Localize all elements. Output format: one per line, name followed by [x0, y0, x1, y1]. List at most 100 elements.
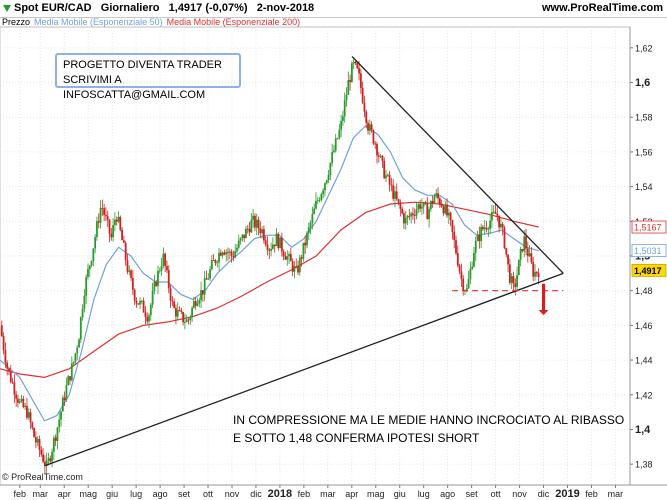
candle-body	[200, 290, 202, 301]
price-badge-ema200	[631, 220, 667, 234]
candle-body	[11, 381, 14, 383]
candle-body	[413, 215, 416, 216]
candle-body	[35, 437, 37, 443]
candle-body	[374, 143, 377, 145]
candle-body	[372, 130, 375, 144]
candle-body	[70, 363, 73, 381]
legend-price[interactable]: Prezzo	[2, 17, 31, 27]
candle-body	[352, 61, 355, 64]
candle-body	[340, 120, 343, 130]
candle-body	[404, 217, 407, 224]
candle-body	[158, 270, 161, 272]
candle-body	[438, 198, 441, 205]
instrument-name[interactable]: Spot EUR/CAD	[14, 2, 92, 14]
candle-body	[388, 174, 391, 185]
candle-body	[313, 208, 316, 215]
candle-body	[363, 102, 366, 112]
candle-body	[43, 461, 46, 466]
candle-body	[198, 300, 201, 304]
candle-body	[166, 265, 168, 271]
y-tick-label: 1,38	[635, 460, 653, 470]
candle-body	[119, 216, 122, 230]
candle-body	[51, 451, 53, 462]
candle-body	[31, 422, 34, 429]
candle-body	[29, 412, 32, 423]
candle-body	[144, 312, 147, 317]
candle-body	[67, 376, 70, 386]
candle-body	[157, 270, 159, 286]
candle-body	[225, 251, 228, 255]
x-tick-label: mar	[33, 489, 49, 499]
legend-ema50[interactable]: Media Mobile (Esponenziale 50)	[34, 17, 163, 27]
candle-body	[142, 300, 145, 313]
y-tick-label: 1,58	[635, 113, 653, 123]
candle-body	[131, 277, 134, 290]
instrument-icon	[3, 5, 11, 12]
candle-body	[103, 208, 106, 216]
x-tick-label: mag	[367, 489, 385, 499]
candle-body	[419, 204, 421, 209]
candle-body	[286, 256, 289, 260]
candle-body	[291, 261, 294, 272]
site-link[interactable]: www.ProRealTime.com	[541, 2, 663, 14]
candle-body	[483, 227, 486, 230]
candle-body	[252, 215, 255, 220]
candle-body	[191, 307, 193, 317]
candle-body	[74, 353, 77, 362]
candle-body	[377, 155, 380, 157]
watermark: © ProRealTime.com	[2, 472, 83, 482]
x-tick-label: nov	[225, 489, 240, 499]
candle-body	[530, 253, 533, 263]
candle-body	[367, 122, 369, 131]
candle-body	[227, 251, 229, 253]
x-tick-label: 2019	[555, 488, 579, 500]
candle-body	[27, 412, 30, 418]
candle-body	[26, 405, 28, 418]
candle-body	[279, 237, 281, 249]
x-tick-label: ott	[203, 489, 214, 499]
candle-body	[99, 207, 102, 223]
candle-body	[241, 234, 244, 239]
candle-body	[212, 260, 215, 261]
candle-body	[444, 204, 447, 214]
y-tick-label: 1,48	[635, 286, 653, 296]
candle-body	[460, 271, 463, 279]
candle-body	[525, 236, 527, 249]
candle-body	[6, 362, 9, 369]
candle-body	[8, 368, 10, 371]
candle-body	[476, 234, 479, 241]
candle-body	[516, 275, 518, 287]
candle-body	[87, 269, 89, 278]
candle-body	[284, 256, 287, 260]
legend-ema200[interactable]: Media Mobile (Esponenziale 200)	[166, 17, 301, 27]
candle-body	[359, 73, 362, 89]
x-tick-label: ago	[153, 489, 168, 499]
x-tick-label: ott	[491, 489, 502, 499]
x-tick-label: 2018	[268, 488, 292, 500]
candle-body	[492, 211, 495, 213]
candle-body	[442, 206, 445, 214]
candle-body	[117, 216, 120, 222]
promo-box: PROGETTO DIVENTA TRADER SCRIVIMI A INFOS…	[55, 53, 241, 101]
candle-body	[33, 428, 36, 438]
candle-body	[122, 240, 125, 243]
candle-body	[182, 312, 185, 323]
candle-body	[336, 138, 339, 139]
candle-body	[209, 269, 211, 279]
candle-body	[289, 254, 292, 262]
candle-body	[9, 370, 12, 382]
candle-body	[394, 191, 396, 199]
candle-body	[113, 219, 116, 226]
candle-body	[324, 183, 326, 191]
candle-body	[139, 300, 141, 305]
timeframe[interactable]: Giornaliero	[100, 2, 160, 14]
candle-body	[0, 325, 3, 337]
candle-body	[342, 116, 344, 121]
candle-body	[437, 193, 439, 199]
candle-body	[42, 454, 44, 462]
candle-body	[61, 397, 64, 412]
x-tick-label: feb	[298, 489, 311, 499]
candle-body	[474, 240, 477, 253]
candle-body	[221, 252, 224, 256]
